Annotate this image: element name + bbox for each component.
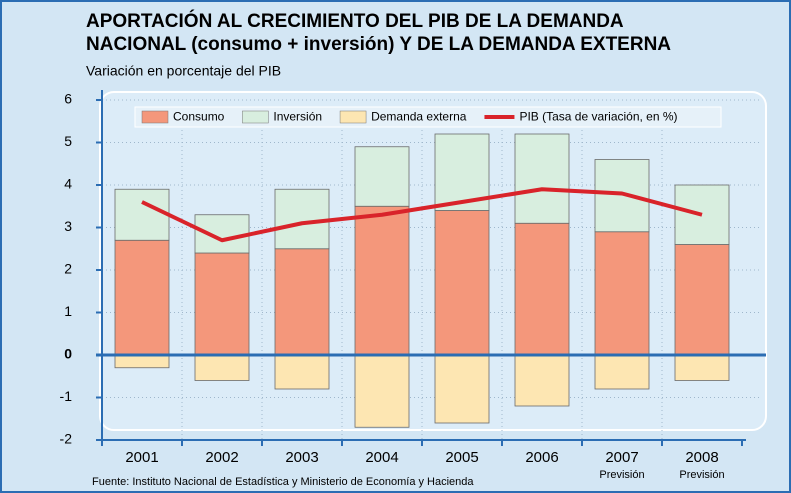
bar <box>434 210 490 356</box>
y-tick-label: 2 <box>64 261 72 277</box>
legend-label: Consumo <box>173 110 225 124</box>
bar <box>354 354 410 428</box>
y-tick-label: -1 <box>60 388 73 404</box>
bar <box>674 354 730 381</box>
bar <box>114 239 170 356</box>
bar <box>434 354 490 424</box>
x-tick-label: 2003 <box>285 449 318 466</box>
bar <box>274 248 330 356</box>
source: Fuente: Instituto Nacional de Estadístic… <box>92 476 474 488</box>
y-tick-label: 1 <box>64 303 72 319</box>
legend <box>134 106 722 128</box>
legend-label: PIB (Tasa de variación, en %) <box>519 110 677 124</box>
bar <box>274 188 330 250</box>
line <box>141 187 703 243</box>
x-tick-label: 2005 <box>445 449 478 466</box>
legend-swatch <box>141 110 169 124</box>
y-tick-label: 0 <box>64 346 72 362</box>
bar <box>194 354 250 381</box>
bar <box>354 205 410 356</box>
chart-subtitle: Variación en porcentaje del PIB <box>86 63 281 79</box>
bar <box>674 244 730 356</box>
bar <box>274 354 330 390</box>
bar <box>114 354 170 369</box>
bar <box>114 188 170 241</box>
x-tick-label: 2002 <box>205 449 238 466</box>
x-tick-label: 2008 <box>685 449 718 466</box>
legend-label: Inversión <box>273 110 322 124</box>
y-tick-label: 6 <box>64 91 72 107</box>
x-note: Previsión <box>679 469 724 481</box>
bar <box>514 133 570 224</box>
legend-swatch <box>242 110 269 124</box>
bar <box>354 146 410 207</box>
x-tick-label: 2001 <box>125 449 158 466</box>
x-note: Previsión <box>599 469 644 481</box>
legend-swatch <box>339 110 367 124</box>
x-tick-label: 2007 <box>605 449 638 466</box>
legend-label: Demanda externa <box>371 110 467 124</box>
chart-title: APORTACIÓN AL CRECIMIENTO DEL PIB DE LA … <box>86 10 624 32</box>
y-tick-label: -2 <box>60 431 73 447</box>
bar <box>514 354 570 407</box>
y-tick-label: 5 <box>64 133 72 149</box>
x-tick-label: 2004 <box>365 449 398 466</box>
x-tick-label: 2006 <box>525 449 558 466</box>
bar <box>194 252 250 356</box>
bar <box>514 222 570 356</box>
y-tick-label: 4 <box>64 176 72 192</box>
bar <box>594 159 650 233</box>
bar <box>194 214 250 254</box>
bar <box>594 354 650 390</box>
y-tick-label: 3 <box>64 218 72 234</box>
chart-title: NACIONAL (consumo + inversión) Y DE LA D… <box>86 34 671 55</box>
bar <box>594 231 650 356</box>
